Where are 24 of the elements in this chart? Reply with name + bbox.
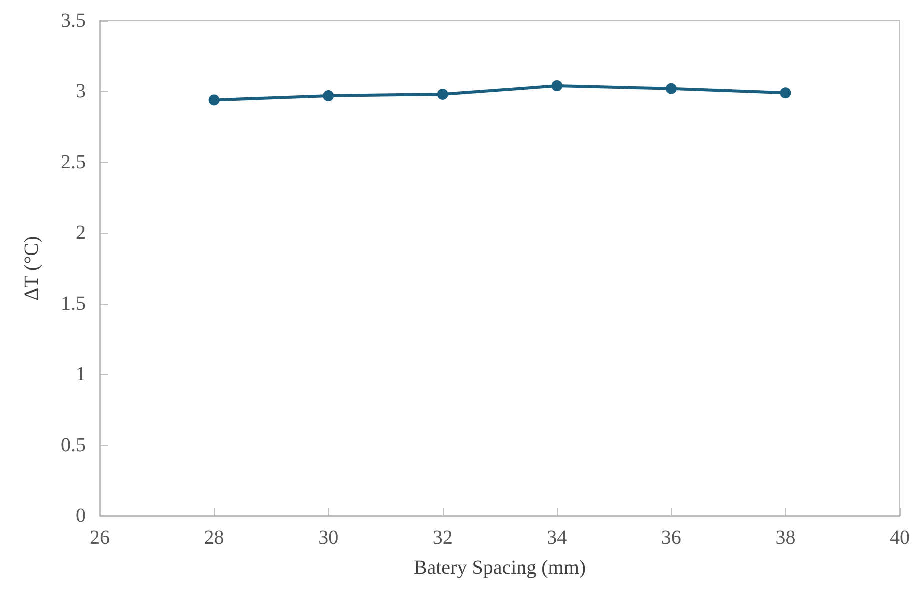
- y-tick-label: 1: [76, 364, 86, 386]
- point: [780, 88, 792, 99]
- y-tick-label: 3: [76, 80, 86, 103]
- x-tick-label: 32: [432, 527, 453, 549]
- y-tick-label: 2.5: [61, 151, 86, 174]
- x-tick-label: 40: [890, 527, 910, 549]
- x-tick-label: 36: [661, 527, 682, 549]
- y-tick-label: 1.5: [61, 292, 86, 315]
- x-axis-title: Batery Spacing (mm): [414, 557, 586, 579]
- point: [437, 89, 448, 100]
- point: [208, 94, 220, 106]
- point: [552, 80, 563, 92]
- y-tick-label: 2: [76, 222, 86, 244]
- x-tick-label: 38: [776, 527, 796, 549]
- point: [666, 83, 677, 94]
- x-tick-label: 26: [90, 527, 110, 549]
- x-tick-label: 28: [204, 527, 224, 549]
- point: [323, 90, 334, 102]
- x-tick-label: 30: [318, 527, 339, 549]
- y-tick-label: 0: [76, 505, 86, 527]
- y-tick-label: 0.5: [61, 434, 86, 456]
- x-tick-label: 34: [547, 527, 568, 549]
- y-tick-label: 3.5: [61, 10, 86, 32]
- y-axis-title: ΔT (°C): [21, 236, 43, 301]
